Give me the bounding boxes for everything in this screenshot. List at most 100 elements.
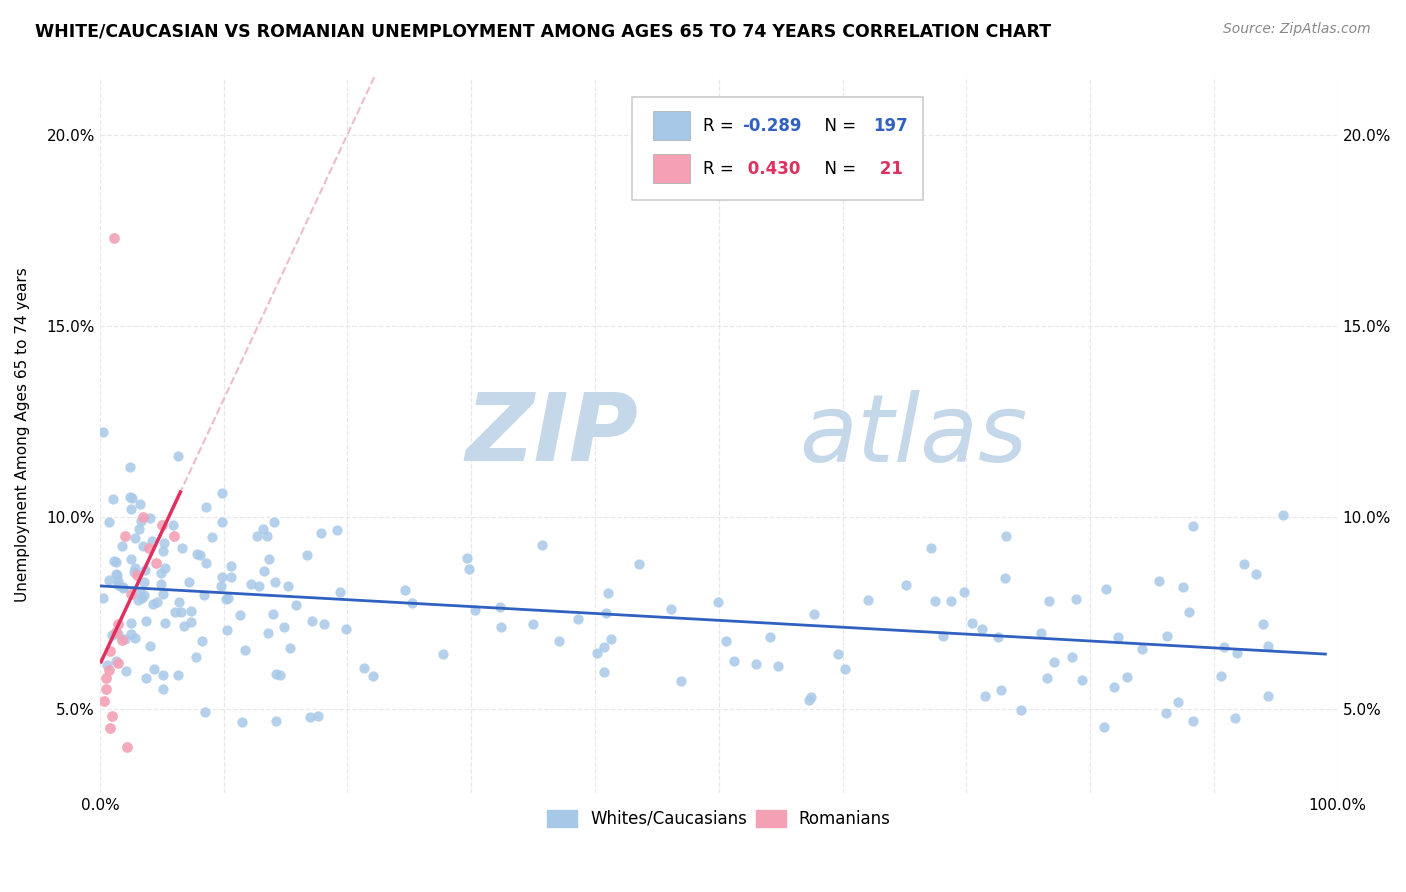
Point [394, 582, 416, 597]
Point [233, 643, 256, 657]
Point [489, 600, 512, 615]
Point [129, 584, 152, 599]
Point [98, 721, 121, 735]
Text: R =: R = [703, 117, 738, 135]
Point [1036, 671, 1059, 685]
Text: ZIP: ZIP [465, 389, 638, 481]
Point [152, 586, 174, 600]
Point [1213, 640, 1236, 655]
Point [329, 585, 352, 599]
Point [107, 574, 129, 588]
Point [759, 630, 782, 644]
Point [1178, 605, 1201, 619]
Point [256, 529, 278, 543]
Point [834, 662, 856, 676]
Point [143, 662, 166, 676]
Point [252, 522, 274, 536]
Point [987, 631, 1010, 645]
Point [600, 632, 623, 647]
Point [131, 591, 153, 605]
Point [135, 672, 157, 686]
Point [190, 633, 212, 648]
Point [134, 563, 156, 577]
Point [103, 553, 125, 567]
Point [231, 715, 253, 730]
Point [1156, 629, 1178, 643]
Point [152, 681, 174, 696]
Point [120, 627, 142, 641]
Point [94, 671, 117, 685]
Point [153, 560, 176, 574]
Point [939, 594, 962, 608]
Point [105, 567, 128, 582]
Point [797, 692, 820, 706]
Point [432, 647, 454, 661]
Point [115, 739, 138, 754]
Point [592, 665, 614, 679]
Point [167, 595, 190, 609]
Point [312, 617, 335, 632]
Point [112, 580, 135, 594]
Point [219, 558, 242, 573]
Point [98, 573, 121, 587]
Point [153, 616, 176, 631]
Point [263, 574, 285, 589]
FancyBboxPatch shape [654, 154, 690, 183]
Point [128, 522, 150, 536]
Point [1147, 574, 1170, 589]
Point [257, 626, 280, 640]
Point [132, 587, 155, 601]
Point [211, 485, 233, 500]
Point [284, 598, 307, 612]
Point [124, 561, 146, 575]
Point [361, 669, 384, 683]
Point [101, 709, 124, 723]
Point [547, 633, 569, 648]
Point [132, 510, 155, 524]
Point [1244, 567, 1267, 582]
Point [766, 659, 789, 673]
Point [932, 629, 955, 643]
Point [277, 578, 299, 592]
Point [723, 654, 745, 668]
Point [111, 632, 134, 647]
Point [180, 604, 202, 618]
Point [152, 668, 174, 682]
Point [152, 543, 174, 558]
Point [1211, 668, 1233, 682]
Point [129, 497, 152, 511]
Point [1116, 670, 1139, 684]
Point [1094, 720, 1116, 734]
Text: 0.430: 0.430 [742, 160, 801, 178]
Point [120, 615, 142, 630]
Point [1107, 631, 1129, 645]
Point [257, 552, 280, 566]
Point [97, 663, 120, 677]
FancyBboxPatch shape [654, 112, 690, 140]
Point [107, 656, 129, 670]
Point [211, 570, 233, 584]
Point [105, 555, 128, 569]
Point [1154, 706, 1177, 720]
Text: N =: N = [814, 160, 862, 178]
Point [353, 661, 375, 675]
Point [952, 585, 974, 599]
Point [266, 667, 288, 681]
Point [121, 491, 143, 506]
Point [125, 567, 148, 582]
Point [94, 682, 117, 697]
Point [522, 616, 544, 631]
Point [101, 491, 124, 506]
Point [262, 607, 284, 621]
Point [856, 592, 879, 607]
Point [120, 552, 142, 566]
Point [994, 570, 1017, 584]
Point [1064, 591, 1087, 606]
Point [131, 539, 153, 553]
Point [995, 529, 1018, 543]
Text: 21: 21 [873, 160, 903, 178]
Point [962, 615, 984, 630]
Point [659, 602, 682, 616]
Point [104, 566, 127, 581]
Point [1233, 557, 1256, 571]
